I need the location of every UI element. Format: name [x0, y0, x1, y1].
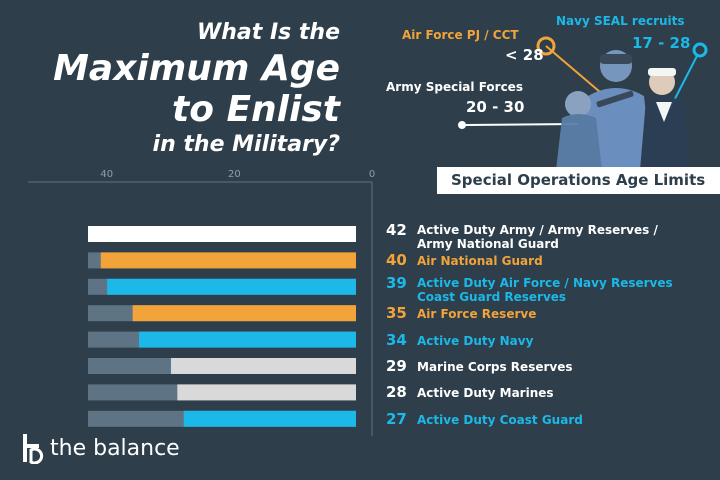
- x-tick-label: 40: [100, 169, 113, 180]
- army-pointer-line: [465, 123, 579, 126]
- bar: [177, 384, 356, 401]
- title-line-1: What Is the: [197, 20, 340, 45]
- bar: [88, 226, 356, 242]
- title-line-4: in the Military?: [152, 132, 340, 157]
- x-tick-label: 0: [369, 169, 375, 180]
- page-title: What Is the Maximum Age to Enlist in the…: [40, 18, 340, 160]
- bar-value-label: 29: [386, 357, 407, 375]
- bar-value-label: 39: [386, 273, 407, 292]
- bar-value-label: 35: [386, 304, 407, 323]
- bar-category-label: Air National Guard: [417, 254, 543, 269]
- special-ops-banner: Special Operations Age Limits: [437, 167, 720, 194]
- pj-callout-value: < 28: [505, 46, 544, 64]
- soldier-figures: [556, 50, 690, 170]
- balance-logo-icon: [23, 434, 44, 464]
- bar-category-label: Active Duty Navy: [417, 333, 534, 348]
- seal-pointer-dot: [692, 42, 708, 58]
- bar-category-label: Active Duty Air Force / Navy Reserves Coa…: [417, 275, 673, 304]
- bar-value-label: 34: [386, 330, 407, 349]
- bar-category-label: Active Duty Army / Army Reserves / Army N…: [417, 223, 658, 251]
- bar: [183, 410, 356, 427]
- pj-callout-label: Air Force PJ / CCT: [402, 28, 519, 42]
- title-line-3: to Enlist: [171, 89, 340, 130]
- bar-value-label: 42: [386, 221, 407, 239]
- bar-category-label: Marine Corps Reserves: [417, 360, 573, 374]
- pj-pointer-dot: [536, 36, 556, 56]
- bar-category-label: Active Duty Coast Guard: [417, 412, 583, 427]
- brand-logo: the balance: [20, 432, 180, 464]
- pj-pointer-line: [545, 45, 601, 93]
- bar-value-label: 40: [386, 251, 407, 270]
- bar-value-label: 28: [386, 383, 407, 402]
- x-tick-label: 20: [228, 169, 241, 180]
- bar: [107, 278, 357, 295]
- bar: [100, 252, 356, 269]
- army-callout-value: 20 - 30: [466, 98, 525, 116]
- bar-category-label: Active Duty Marines: [417, 386, 554, 401]
- bar: [132, 305, 356, 322]
- seal-callout-label: Navy SEAL recruits: [556, 14, 685, 28]
- seal-callout-value: 17 - 28: [632, 34, 691, 52]
- title-line-2: Maximum Age: [53, 48, 340, 89]
- bar-category-label: Air Force Reserve: [417, 307, 537, 322]
- age-limit-bar-chart: 40 20 0: [28, 169, 375, 436]
- army-callout-label: Army Special Forces: [386, 80, 523, 94]
- bar: [170, 358, 356, 374]
- special-ops-illustration: [458, 36, 708, 170]
- brand-name: the balance: [50, 435, 180, 461]
- army-pointer-dot: [458, 121, 466, 129]
- bar: [139, 331, 356, 348]
- bar-value-label: 27: [386, 409, 407, 428]
